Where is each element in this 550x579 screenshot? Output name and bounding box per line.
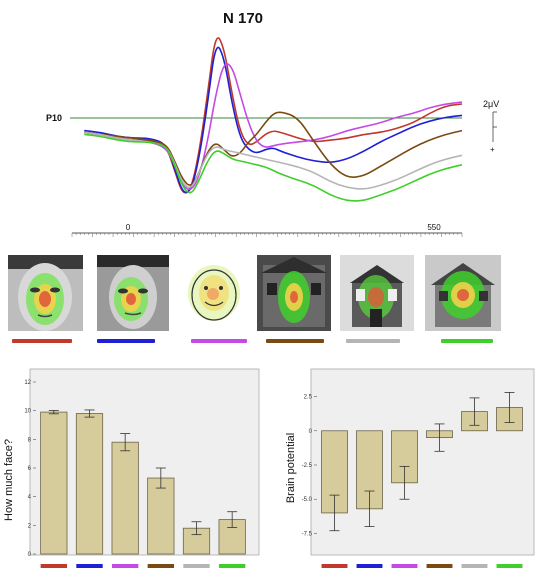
chart-title: N 170	[223, 10, 263, 27]
y-tick-label: 2.5	[304, 395, 313, 401]
y-tick-label: 2	[28, 523, 32, 529]
polarity-label: +	[490, 145, 495, 154]
condition-color-key-human-2	[97, 339, 155, 343]
channel-label: P10	[46, 113, 62, 123]
y-tick-label: -7.5	[302, 531, 313, 537]
y-axis-label: How much face?	[3, 439, 15, 521]
house-photo-icon	[340, 255, 414, 331]
category-color-key-5	[183, 564, 210, 568]
erp-series-group	[84, 37, 463, 202]
human-face-photo-icon	[97, 255, 169, 331]
stimulus-thumb-house	[340, 255, 414, 331]
category-color-key-1	[321, 564, 348, 568]
category-color-key-6	[496, 564, 523, 568]
y-tick-label: 0	[28, 552, 32, 558]
category-color-key-6	[218, 564, 246, 568]
erp-series-line-3	[84, 63, 463, 191]
y-tick-label: 10	[24, 409, 31, 415]
y-tick-label: 4	[28, 495, 32, 501]
condition-color-key-house-face	[266, 339, 324, 343]
category-color-key-2	[356, 564, 383, 568]
category-color-key-4	[426, 564, 453, 568]
condition-color-key-house	[346, 339, 400, 343]
brain-potential-bar-chart: Brain potential 2.5 0 -2.5 -5.0 -7.5	[285, 368, 535, 568]
y-tick-label: 8	[28, 437, 32, 443]
erp-series-line-6	[84, 133, 463, 202]
category-color-key-1	[40, 564, 68, 568]
erp-waveform-chart: N 170 P10 0 550 2μV +	[46, 10, 499, 237]
bar-4	[147, 477, 175, 555]
category-color-key-3	[391, 564, 418, 568]
face-rating-bar-chart: How much face? 0 2 4 6 8 10 12	[3, 368, 260, 568]
y-tick-label: -2.5	[302, 463, 313, 469]
category-color-key-4	[147, 564, 175, 568]
bar-1	[40, 411, 68, 555]
time-tick-label-0: 0	[126, 223, 131, 232]
erp-series-line-4	[84, 111, 463, 186]
bar-3	[111, 441, 139, 555]
house-face-photo-icon	[257, 255, 331, 331]
stimulus-thumb-cartoon	[183, 255, 245, 331]
stimulus-thumb-human-1	[8, 255, 83, 331]
x-category-color-keys	[321, 564, 523, 568]
category-color-key-3	[111, 564, 139, 568]
erp-series-line-2	[84, 46, 463, 194]
human-face-photo-icon	[8, 255, 83, 331]
stimulus-thumb-house-face	[257, 255, 331, 331]
cartoon-face-drawing-icon	[183, 255, 245, 331]
x-category-color-keys	[40, 564, 246, 568]
y-tick-label: 12	[24, 380, 31, 386]
condition-color-key-human-1	[12, 339, 72, 343]
y-axis-ticks: 0 2 4 6 8 10 12	[24, 380, 36, 558]
y-tick-label: 6	[28, 466, 32, 472]
house-face-photo-icon	[425, 255, 501, 331]
y-tick-label: -5.0	[302, 497, 313, 503]
bar-2	[75, 413, 104, 555]
condition-color-key-house-face-2	[441, 339, 493, 343]
category-color-key-2	[76, 564, 103, 568]
bars-group	[321, 392, 523, 532]
time-axis-ticks	[71, 233, 463, 237]
y-tick-label: 0	[309, 429, 313, 435]
stimulus-thumb-human-2	[97, 255, 169, 331]
scale-label: 2μV	[483, 99, 499, 109]
scale-bar	[492, 111, 497, 142]
y-axis-ticks: 2.5 0 -2.5 -5.0 -7.5	[302, 395, 317, 537]
stimulus-thumb-house-face-2	[425, 255, 501, 331]
category-color-key-5	[461, 564, 488, 568]
condition-color-key-cartoon	[191, 339, 247, 343]
bars-group	[40, 409, 246, 555]
erp-series-line-5	[84, 131, 463, 190]
erp-series-line-1	[84, 37, 463, 194]
time-tick-label-550: 550	[427, 223, 441, 232]
y-axis-label: Brain potential	[285, 433, 297, 503]
